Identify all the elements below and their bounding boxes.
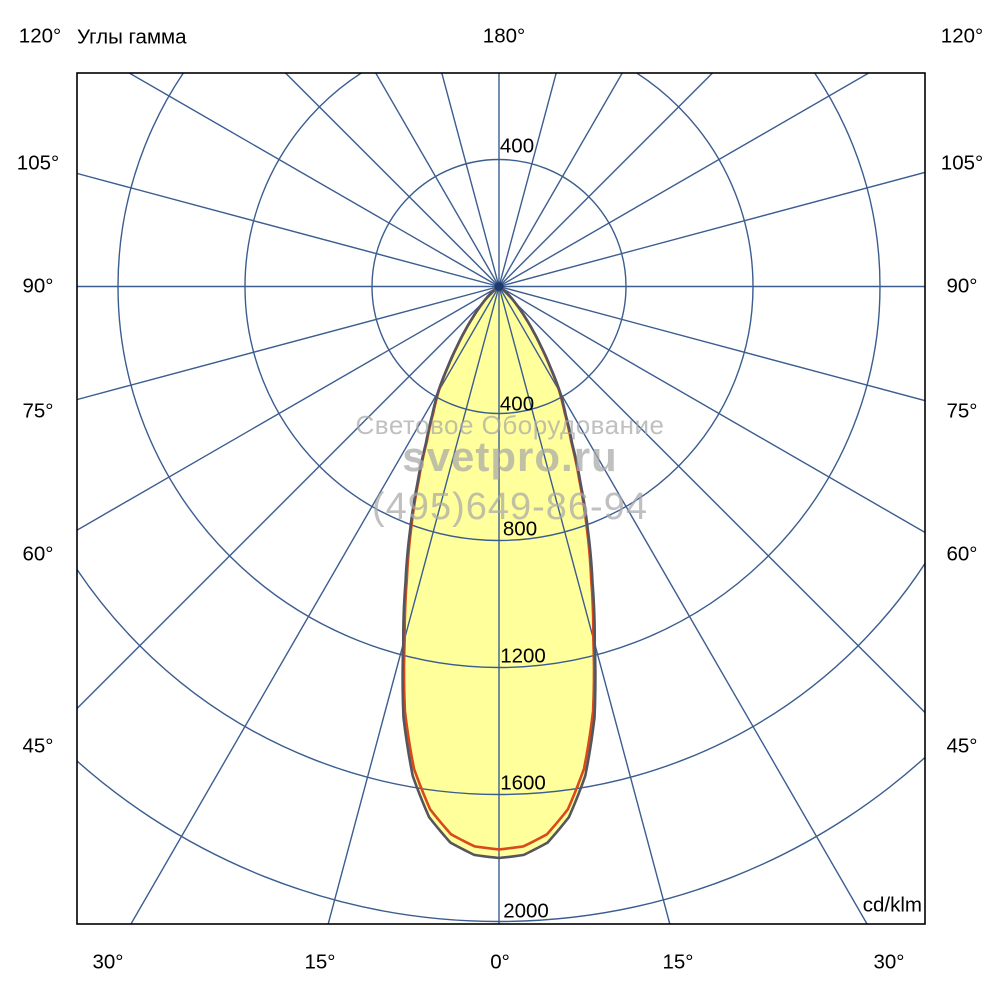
grid-ray-330 (130, 286, 500, 924)
ring-label-800: 800 (503, 518, 537, 541)
ring-label-1200: 1200 (500, 645, 546, 668)
ring-label-400-upper: 400 (500, 135, 534, 158)
ring-label-400: 400 (500, 393, 534, 416)
grid-ray-240 (127, 73, 500, 288)
grid-ray-105 (498, 171, 925, 288)
angle-label-left-45: 45° (22, 735, 53, 758)
angle-label-right-90: 90° (946, 275, 977, 298)
angle-label-left-105: 105° (17, 152, 59, 175)
angle-label-bottom-right-15: 15° (662, 951, 693, 974)
grid-ray-75 (498, 285, 925, 402)
grid-ray-255 (77, 172, 500, 288)
angle-label-left-90: 90° (22, 275, 53, 298)
angle-label-right-75: 75° (946, 400, 977, 423)
grid-ray-15 (498, 286, 671, 924)
grid-ray-345 (327, 286, 500, 924)
angle-label-left-75: 75° (22, 400, 53, 423)
grid-ray-45 (498, 286, 925, 714)
angle-label-top-right-120: 120° (941, 25, 983, 48)
grid-ray-285 (77, 285, 500, 401)
angle-label-top-left-120: 120° (19, 25, 61, 48)
angle-label-right-60: 60° (946, 543, 977, 566)
intensity-curve-c0-c180 (401, 284, 597, 860)
grid-ray-210 (374, 73, 500, 287)
plot-border (76, 72, 926, 925)
grid-ray-30 (498, 286, 868, 924)
angle-label-left-60: 60° (22, 543, 53, 566)
grid-ray-315 (77, 286, 500, 710)
unit-label: cd/klm (863, 894, 922, 917)
grid-ray-120 (498, 73, 871, 288)
diagram-title: Углы гамма (77, 26, 187, 49)
angle-label-bottom-right-30: 30° (873, 951, 904, 974)
grid-ray-60 (498, 285, 925, 534)
angle-label-top-180: 180° (483, 25, 525, 48)
grid-ray-300 (77, 285, 500, 531)
ring-label-1600: 1600 (500, 772, 546, 795)
angle-label-bottom-0: 0° (490, 951, 510, 974)
grid-ray-165 (498, 73, 557, 287)
angle-label-right-45: 45° (946, 735, 977, 758)
angle-label-bottom-left-30: 30° (92, 951, 123, 974)
grid-ray-225 (284, 73, 500, 287)
grid-ray-135 (498, 73, 714, 287)
labels: 120° Углы гамма 180° 120° 105° 90° 75° 60° 45° 10… (17, 25, 983, 974)
grid-ray-195 (441, 73, 500, 287)
ring-label-2000: 2000 (503, 900, 549, 923)
angle-label-bottom-left-15: 15° (304, 951, 335, 974)
grid-ray-150 (498, 73, 624, 287)
pole-dot (494, 282, 504, 291)
angle-label-right-105: 105° (941, 152, 983, 175)
